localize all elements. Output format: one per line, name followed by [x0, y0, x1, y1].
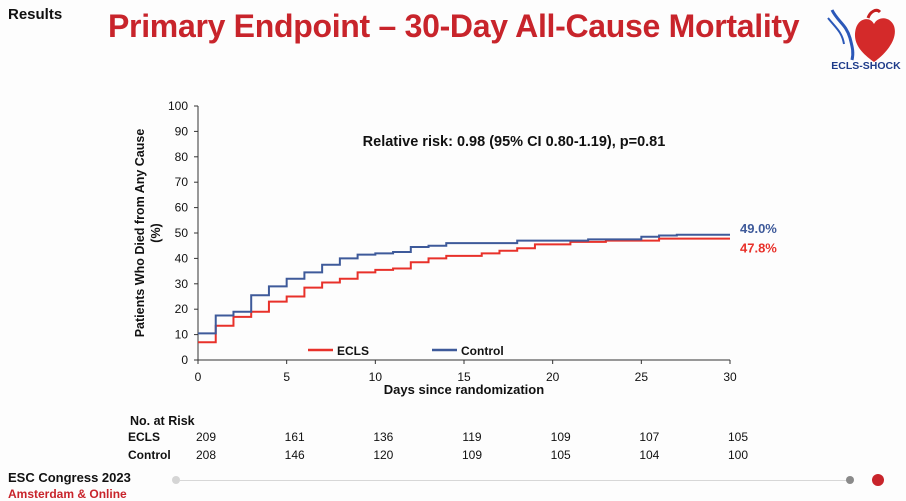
section-label: Results [8, 6, 63, 23]
y-axis-label: Patients Who Died from Any Cause (%) [133, 129, 163, 338]
y-tick-label: 20 [175, 302, 189, 316]
y-tick-label: 0 [181, 353, 188, 367]
relative-risk-annotation: Relative risk: 0.98 (95% CI 0.80-1.19), … [363, 134, 666, 150]
y-tick-label: 70 [175, 175, 189, 189]
slide-title: Primary Endpoint – 30-Day All-Cause Mort… [108, 8, 800, 44]
x-tick-label: 10 [369, 370, 383, 384]
footer-dot-red [872, 474, 884, 486]
y-axis-label-line: (%) [149, 223, 163, 242]
y-tick-label: 100 [168, 99, 188, 113]
x-tick-label: 15 [457, 370, 471, 384]
y-tick-label: 40 [175, 251, 189, 265]
y-tick-label: 10 [175, 328, 189, 342]
y-tick-label: 80 [175, 150, 189, 164]
heart-logo-icon [827, 8, 895, 62]
y-tick-label: 50 [175, 226, 189, 240]
x-tick-label: 20 [546, 370, 560, 384]
footer-congress: ESC Congress 2023 [8, 470, 131, 485]
series-line-control [198, 233, 730, 335]
x-tick-label: 0 [195, 370, 202, 384]
series-line-ecls [198, 237, 730, 344]
legend-label-control: Control [461, 344, 504, 358]
y-tick-label: 60 [175, 201, 189, 215]
legend-label-ecls: ECLS [337, 344, 369, 358]
footer-dot-grey [846, 476, 854, 484]
x-tick-label: 5 [283, 370, 290, 384]
footer-location: Amsterdam & Online [8, 487, 127, 501]
footer-divider [180, 480, 848, 481]
x-axis-label: Days since randomization [384, 382, 544, 397]
y-tick-label: 90 [175, 124, 189, 138]
y-axis-label-line: Patients Who Died from Any Cause [133, 129, 147, 338]
x-tick-label: 25 [635, 370, 649, 384]
end-label-control: 49.0% [740, 221, 777, 236]
end-label-ecls: 47.8% [740, 241, 777, 256]
y-tick-label: 30 [175, 277, 189, 291]
logo-text: ECLS-SHOCK [831, 60, 901, 72]
x-tick-label: 30 [723, 370, 737, 384]
footer-dot-left [172, 476, 180, 484]
